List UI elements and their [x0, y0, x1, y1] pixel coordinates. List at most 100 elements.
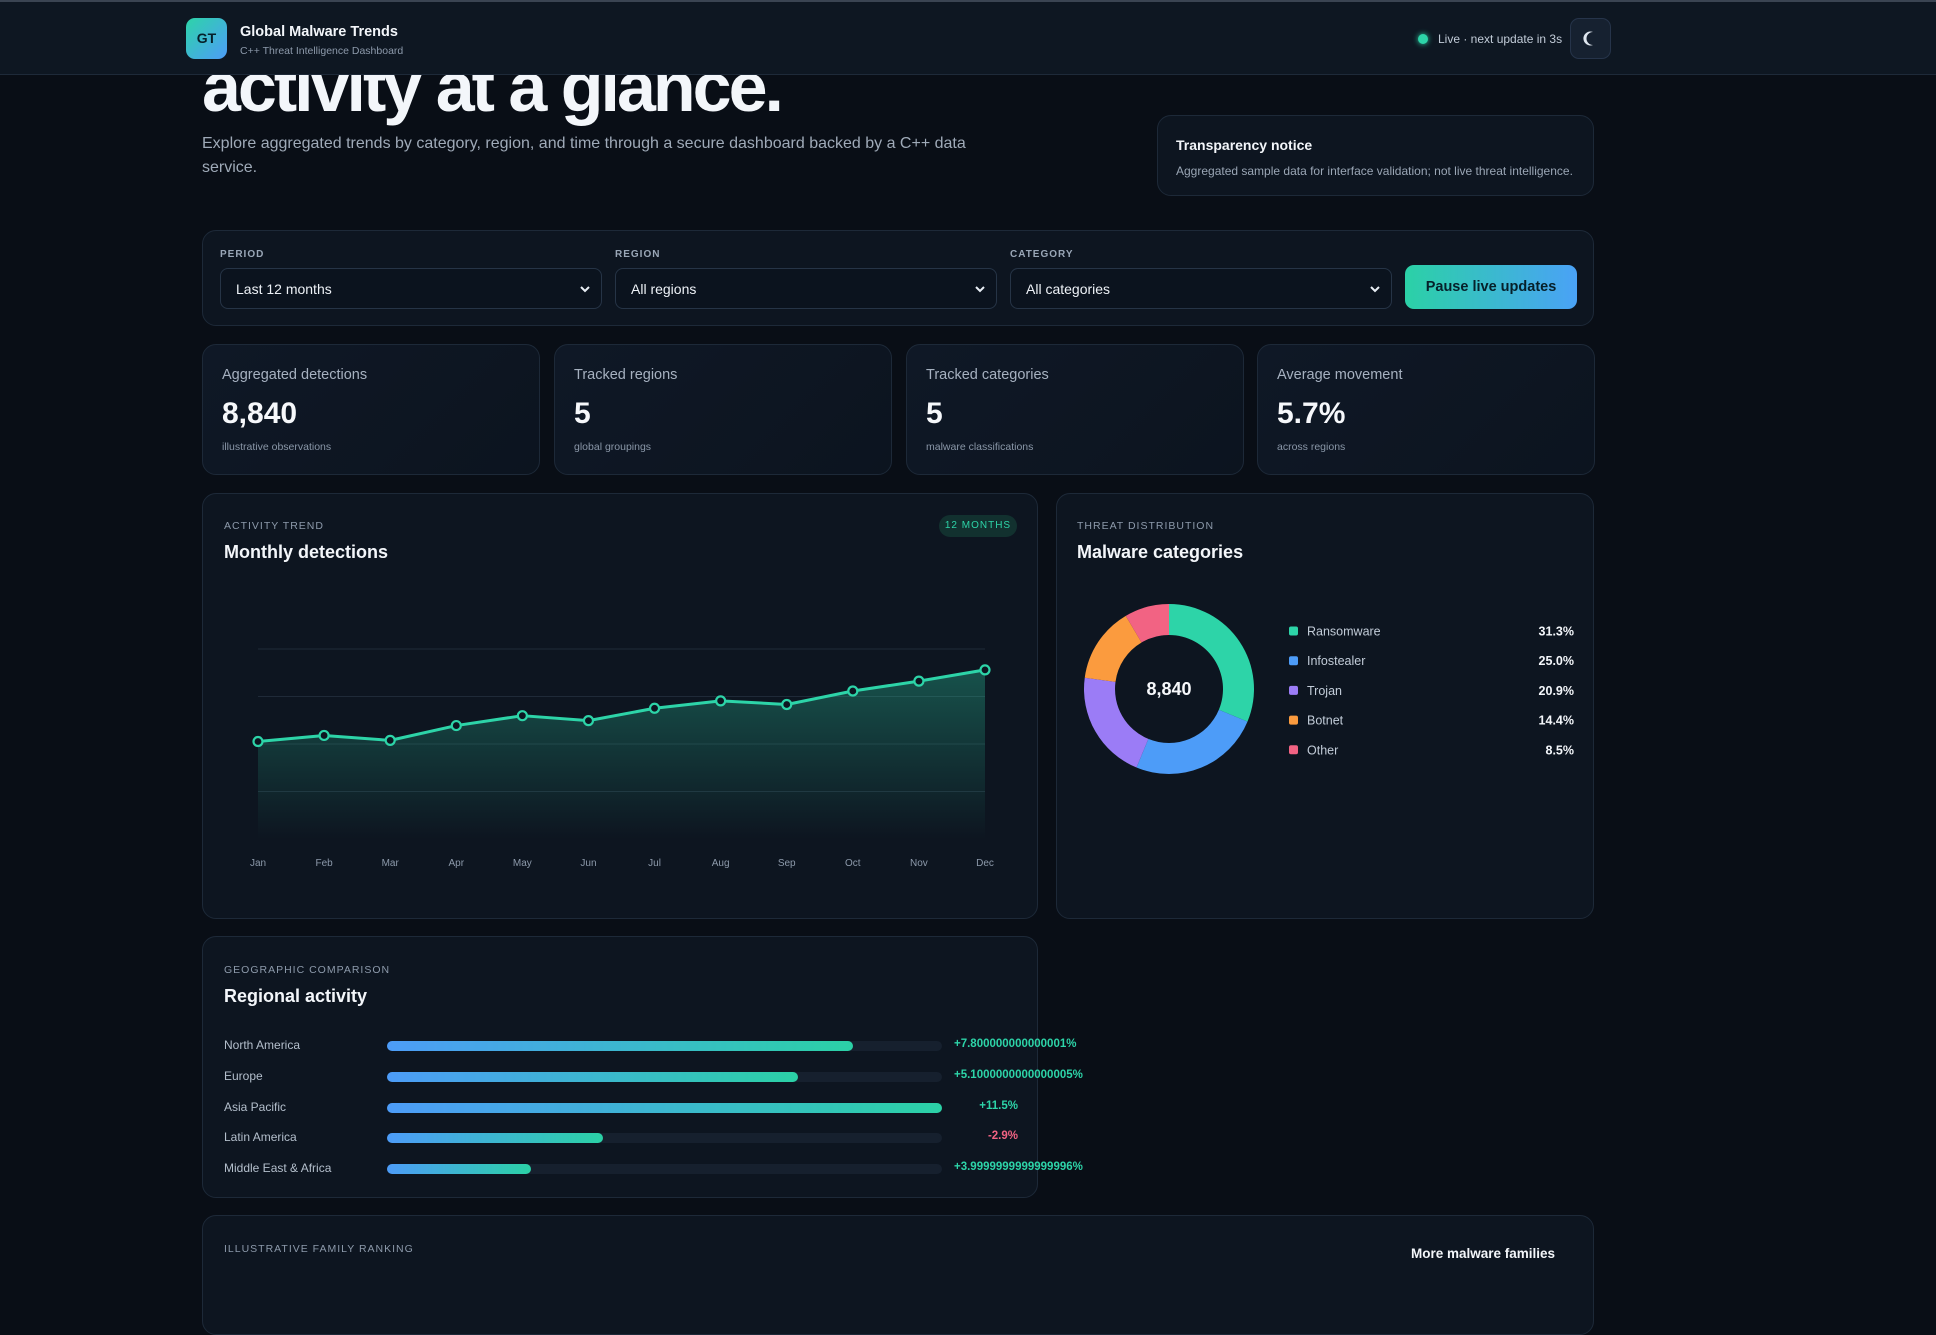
donut-segment [1169, 604, 1254, 722]
region-row: Asia Pacific +11.5% [203, 1098, 1037, 1118]
point [384, 734, 396, 746]
panel-title: Regional activity [224, 986, 368, 1006]
x-tick-label: Aug [712, 858, 730, 869]
region-label: Europe [224, 1068, 263, 1083]
live-dot [1418, 34, 1428, 44]
donut-segment [1136, 709, 1248, 774]
legend-value: 14.4% [1539, 714, 1574, 728]
change-label: +11.5% [979, 1099, 1018, 1112]
point [318, 729, 330, 742]
change-label: +5.1000000000000005% [954, 1068, 1083, 1081]
x-tick-label: Jan [250, 858, 266, 869]
period-badge: 12 MONTHS [939, 515, 1017, 537]
x-tick-label: Oct [845, 858, 861, 869]
x-tick-label: Apr [448, 858, 464, 869]
kpi-label: Aggregated detections [222, 367, 368, 383]
legend-swatch [1289, 745, 1298, 755]
region-select[interactable]: All regions [615, 268, 997, 309]
notice-title: Transparency notice [1176, 137, 1313, 153]
kpi-note: malware classifications [926, 441, 1034, 453]
app-subtitle: C++ Threat Intelligence Dashboard [240, 45, 404, 57]
kpi-label: Average movement [1277, 367, 1403, 383]
bar [387, 1102, 942, 1113]
point [979, 664, 991, 676]
legend-label: Botnet [1307, 714, 1344, 728]
point [648, 702, 661, 714]
pause-button[interactable]: Pause live updates [1405, 265, 1577, 309]
legend-label: Other [1307, 743, 1338, 757]
legend-swatch [1289, 685, 1298, 695]
bar-track [387, 1133, 942, 1144]
logo: GT [186, 18, 227, 59]
kpi-value: 5 [574, 397, 591, 430]
point [781, 698, 793, 711]
select-value: All categories [1026, 281, 1111, 297]
x-tick-label: Jul [648, 858, 661, 869]
change-label: +7.800000000000001% [954, 1038, 1077, 1050]
kpi-value: 5.7% [1277, 397, 1346, 430]
category-select[interactable]: All categories [1010, 268, 1392, 309]
kpi-note: across regions [1277, 441, 1346, 453]
kpi-card: Tracked regions 5 global groupings [554, 344, 892, 475]
live-status: Live · next update in 3s [1438, 32, 1563, 46]
legend-swatch [1289, 715, 1298, 725]
point [847, 685, 859, 697]
change-label: -2.9% [987, 1130, 1018, 1143]
donut-segment [1084, 615, 1142, 682]
area [258, 669, 985, 839]
chevron [975, 286, 985, 293]
ranking-panel: ILLUSTRATIVE FAMILY RANKING More malware… [202, 1215, 1594, 1335]
region-label: Asia Pacific [224, 1099, 287, 1114]
x-tick-label: Sep [778, 858, 796, 869]
legend-value: 8.5% [1546, 743, 1575, 757]
bar-track [387, 1102, 942, 1113]
kpi-card: Average movement 5.7% across regions [1257, 344, 1595, 475]
kpi-label: Tracked categories [926, 367, 1049, 383]
bar-track [387, 1164, 942, 1175]
point [252, 735, 264, 748]
select-value: All regions [631, 281, 697, 297]
x-tick-label: Jun [580, 858, 596, 869]
bar [387, 1071, 798, 1082]
header: GT Global Malware Trends C++ Threat Inte… [0, 0, 1936, 75]
bar-track [387, 1071, 942, 1082]
legend-label: Infostealer [1307, 654, 1365, 668]
donut-center-label: 8,840 [1146, 679, 1191, 699]
kpi-card: Aggregated detections 8,840 illustrative o… [202, 344, 540, 475]
point [582, 715, 595, 727]
region-label: North America [224, 1038, 301, 1052]
point [913, 675, 925, 687]
kpi-note: global groupings [574, 441, 652, 453]
bar [387, 1133, 604, 1144]
point [715, 695, 727, 707]
line-chart: Jan Feb Mar Apr May Jun Jul Aug Sep Oct Nov Dec [250, 648, 994, 869]
moon-icon [1583, 31, 1593, 46]
app-title: Global Malware Trends [240, 24, 398, 40]
region-row: Latin America -2.9% [203, 1128, 1037, 1148]
filter-label: REGION [615, 249, 661, 260]
line [257, 668, 986, 744]
donut-chart: Ransomware 31.3% Infostealer 25.0% Trojan 20.… [1084, 604, 1575, 774]
region-row: Middle East & Africa +3.9999999999999996% [203, 1159, 1083, 1179]
period-select[interactable]: Last 12 months [220, 268, 602, 309]
donut-segment [1125, 604, 1169, 643]
filter-label: PERIOD [220, 249, 265, 260]
point [516, 710, 528, 722]
kpi-value: 5 [926, 397, 943, 430]
x-tick-label: Nov [910, 858, 928, 869]
notice-card: Transparency notice Aggregated sample da… [1157, 115, 1594, 196]
region-label: Latin America [224, 1130, 297, 1145]
panel-title: Malware categories [1077, 542, 1244, 562]
theme-toggle[interactable] [1570, 18, 1611, 59]
legend-label: Ransomware [1307, 625, 1381, 639]
legend-value: 31.3% [1539, 625, 1574, 639]
x-tick-label: Mar [382, 858, 400, 869]
panel-kicker: GEOGRAPHIC COMPARISON [224, 964, 391, 976]
trend-panel: ACTIVITY TREND Monthly detections 12 MON… [202, 493, 1038, 919]
kpi-card: Tracked categories 5 malware classificatio… [906, 344, 1244, 475]
region-row: Europe +5.1000000000000005% [203, 1067, 1083, 1087]
filter-panel: PERIOD Last 12 months REGION All regions… [202, 230, 1594, 326]
regional-panel: GEOGRAPHIC COMPARISON Regional activity … [202, 936, 1083, 1198]
panel-title: Monthly detections [224, 542, 389, 562]
change-label: +3.9999999999999996% [954, 1161, 1083, 1174]
